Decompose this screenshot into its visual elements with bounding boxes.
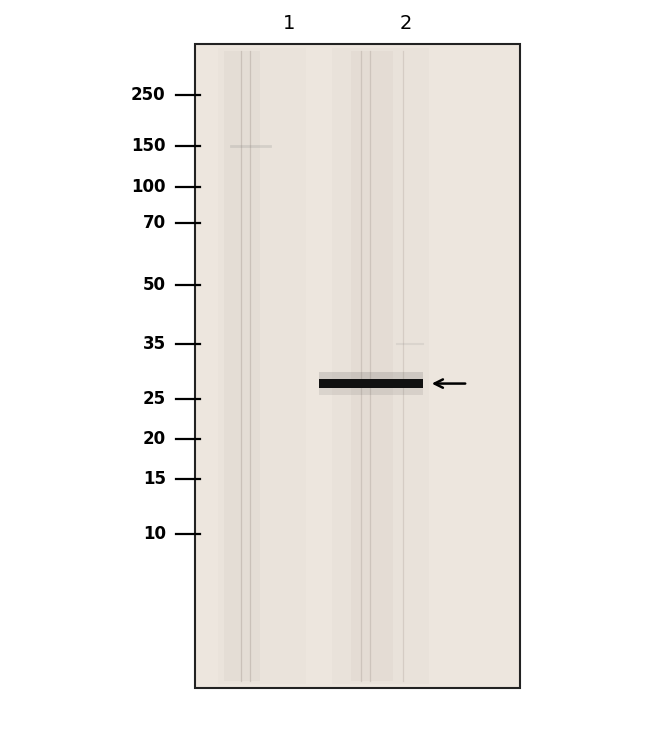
- Text: 35: 35: [142, 335, 166, 353]
- Bar: [318, 372, 422, 379]
- Text: 150: 150: [131, 138, 166, 155]
- Bar: [218, 48, 306, 684]
- Text: 50: 50: [143, 277, 166, 294]
- Text: 2: 2: [400, 14, 413, 33]
- Text: 10: 10: [143, 526, 166, 543]
- Text: 20: 20: [142, 430, 166, 448]
- Text: 1: 1: [283, 14, 296, 33]
- Text: 25: 25: [142, 390, 166, 408]
- Text: 100: 100: [131, 178, 166, 195]
- Bar: [318, 379, 422, 388]
- Text: 70: 70: [142, 214, 166, 232]
- Bar: [195, 44, 520, 688]
- Bar: [224, 51, 260, 681]
- Bar: [332, 48, 429, 684]
- Text: 15: 15: [143, 471, 166, 488]
- Text: 250: 250: [131, 86, 166, 104]
- Bar: [318, 388, 422, 395]
- Bar: [351, 51, 393, 681]
